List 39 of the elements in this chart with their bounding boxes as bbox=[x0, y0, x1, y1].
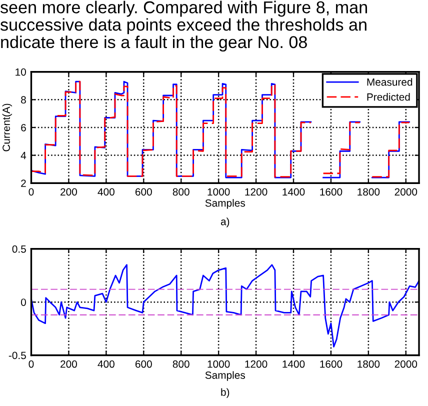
x-tick-label: 1000 bbox=[208, 360, 230, 368]
x-tick-label: 1600 bbox=[320, 360, 342, 368]
x-tick-label: 1600 bbox=[320, 188, 342, 196]
x-tick-label: 1000 bbox=[208, 188, 230, 196]
line-series bbox=[31, 264, 420, 348]
x-tick-label: 600 bbox=[135, 188, 152, 196]
x-tick-label: 1800 bbox=[358, 188, 380, 196]
x-tick-label: 2000 bbox=[394, 188, 418, 196]
x-axis-title: Samples bbox=[205, 199, 246, 209]
x-axis-title: Samples bbox=[205, 371, 246, 381]
text: a) bbox=[220, 218, 230, 228]
y-tick-label: 8 bbox=[21, 96, 26, 104]
x-tick-label: 600 bbox=[135, 360, 152, 368]
legend-label: Predicted bbox=[367, 93, 410, 101]
x-tick-label: 200 bbox=[60, 360, 77, 368]
x-tick-label: 2000 bbox=[394, 360, 418, 368]
x-tick-label: 1800 bbox=[358, 360, 380, 368]
y-tick-label: 0 bbox=[20, 298, 26, 306]
x-tick-label: 800 bbox=[172, 188, 190, 196]
text: b) bbox=[221, 388, 230, 398]
x-tick-label: 0 bbox=[28, 360, 34, 368]
text: seen more clearly. Compared with Figure 8, man successive data points exceed the thresholds an ndicate there is a fault in the gear No. 08 bbox=[0, 0, 367, 52]
y-axis-title: Current(A) bbox=[2, 104, 12, 152]
x-tick-label: 1400 bbox=[282, 188, 305, 196]
y-tick-label: 6 bbox=[21, 124, 26, 132]
x-tick-label: 1400 bbox=[282, 360, 305, 368]
x-tick-label: 0 bbox=[28, 188, 34, 196]
x-tick-label: 1200 bbox=[245, 188, 268, 196]
y-tick-label: -0.5 bbox=[8, 352, 26, 360]
x-tick-label: 1200 bbox=[245, 360, 268, 368]
x-tick-label: 400 bbox=[98, 188, 114, 196]
y-tick-label: 4 bbox=[20, 152, 26, 160]
y-tick-label: 10 bbox=[16, 68, 26, 76]
x-tick-label: 400 bbox=[98, 360, 114, 368]
y-tick-label: 0.5 bbox=[12, 245, 26, 253]
y-tick-label: 2 bbox=[21, 180, 26, 187]
x-tick-label: 200 bbox=[60, 188, 77, 196]
legend-label: Measured bbox=[367, 78, 412, 86]
x-tick-label: 800 bbox=[172, 360, 190, 368]
